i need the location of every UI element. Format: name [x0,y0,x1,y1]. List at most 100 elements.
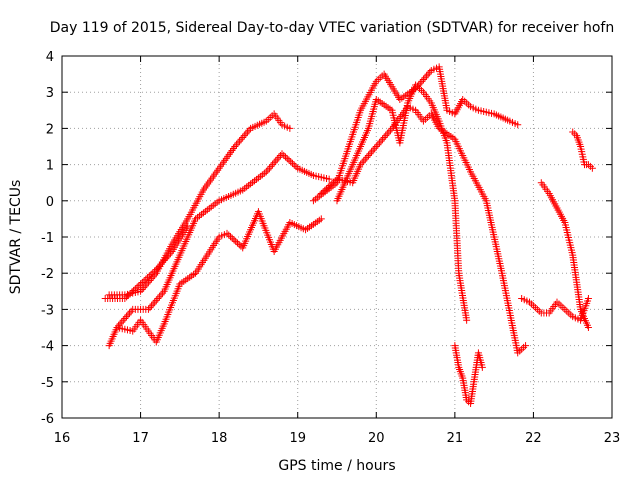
data-point [317,190,325,198]
data-point [361,155,369,163]
data-point [285,156,293,164]
data-point [149,300,157,308]
data-point [265,164,273,172]
data-point [331,177,339,185]
data-point [280,151,288,159]
data-point [138,278,146,286]
x-tick-label: 23 [604,431,621,446]
data-point [419,76,427,84]
data-point [144,305,152,313]
y-tick-label: 3 [46,86,54,101]
x-tick-label: 18 [211,431,228,446]
data-point [137,287,145,295]
data-point [144,274,152,282]
data-point [584,324,592,331]
data-point [233,239,241,247]
data-point [366,150,374,158]
x-tick-label: 20 [368,431,385,446]
data-point [290,161,298,169]
data-point [146,304,154,312]
data-point [232,237,240,245]
data-point [328,180,336,188]
y-tick-label: -5 [41,376,54,391]
data-point [159,258,167,266]
data-point [128,288,136,296]
data-point [278,150,286,158]
x-tick-label: 16 [54,431,71,446]
data-point [145,272,153,280]
data-point [264,166,272,174]
data-point [131,285,139,293]
y-tick-label: -2 [41,267,54,282]
data-point [116,320,124,328]
data-point [121,295,129,303]
x-axis-title: GPS time / hours [278,458,395,474]
data-point [122,313,130,321]
y-tick-label: 1 [46,159,54,174]
data-point [364,152,372,160]
data-point [514,121,522,129]
data-point [140,284,148,292]
chart-title: Day 119 of 2015, Sidereal Day-to-day VTE… [50,20,614,36]
plot-frame [61,55,613,419]
data-point [317,215,325,223]
data-point [522,342,530,350]
data-point [324,183,332,191]
data-point [319,188,327,196]
data-point [138,285,146,293]
y-tick-label: -3 [41,303,54,318]
data-point [148,302,156,310]
data-point [423,72,431,80]
data-point [245,126,253,134]
series-4 [113,208,325,346]
data-point [124,291,132,299]
data-point [368,148,376,156]
data-point [478,363,486,371]
data-point [418,77,426,85]
data-point [163,253,171,261]
series-7 [317,103,530,357]
data-point [330,178,338,186]
data-point [262,168,270,176]
data-point [292,163,300,171]
data-point [240,132,248,140]
y-tick-label: -1 [41,231,54,246]
data-point [162,255,170,263]
data-point [225,231,233,239]
data-point [372,143,380,150]
data-point [152,266,160,274]
data-point [242,130,250,138]
data-point [371,144,379,152]
data-point [243,128,251,136]
data-point [377,137,385,145]
data-point [137,280,145,288]
series-9 [518,295,592,324]
data-point [157,291,165,299]
data-point [321,186,329,194]
x-tick-label: 22 [525,431,542,446]
data-point [421,74,429,82]
grid [62,56,612,418]
data-point [127,307,135,315]
data-point [140,277,148,285]
data-point [118,318,126,326]
data-point [382,132,390,140]
y-tick-label: 0 [46,195,54,210]
data-point [463,316,471,324]
series-11 [569,128,596,172]
data-point [155,293,163,301]
series-2 [101,222,192,303]
data-point [275,153,283,161]
data-point [380,133,388,141]
data-point [230,236,238,244]
series-3 [105,150,333,350]
data-point [386,126,394,134]
data-point [154,295,162,303]
data-point [126,309,134,317]
data-point [142,275,150,283]
data-point [154,264,162,272]
data-point [126,290,134,298]
data-point [269,161,277,169]
data-point [272,157,280,165]
